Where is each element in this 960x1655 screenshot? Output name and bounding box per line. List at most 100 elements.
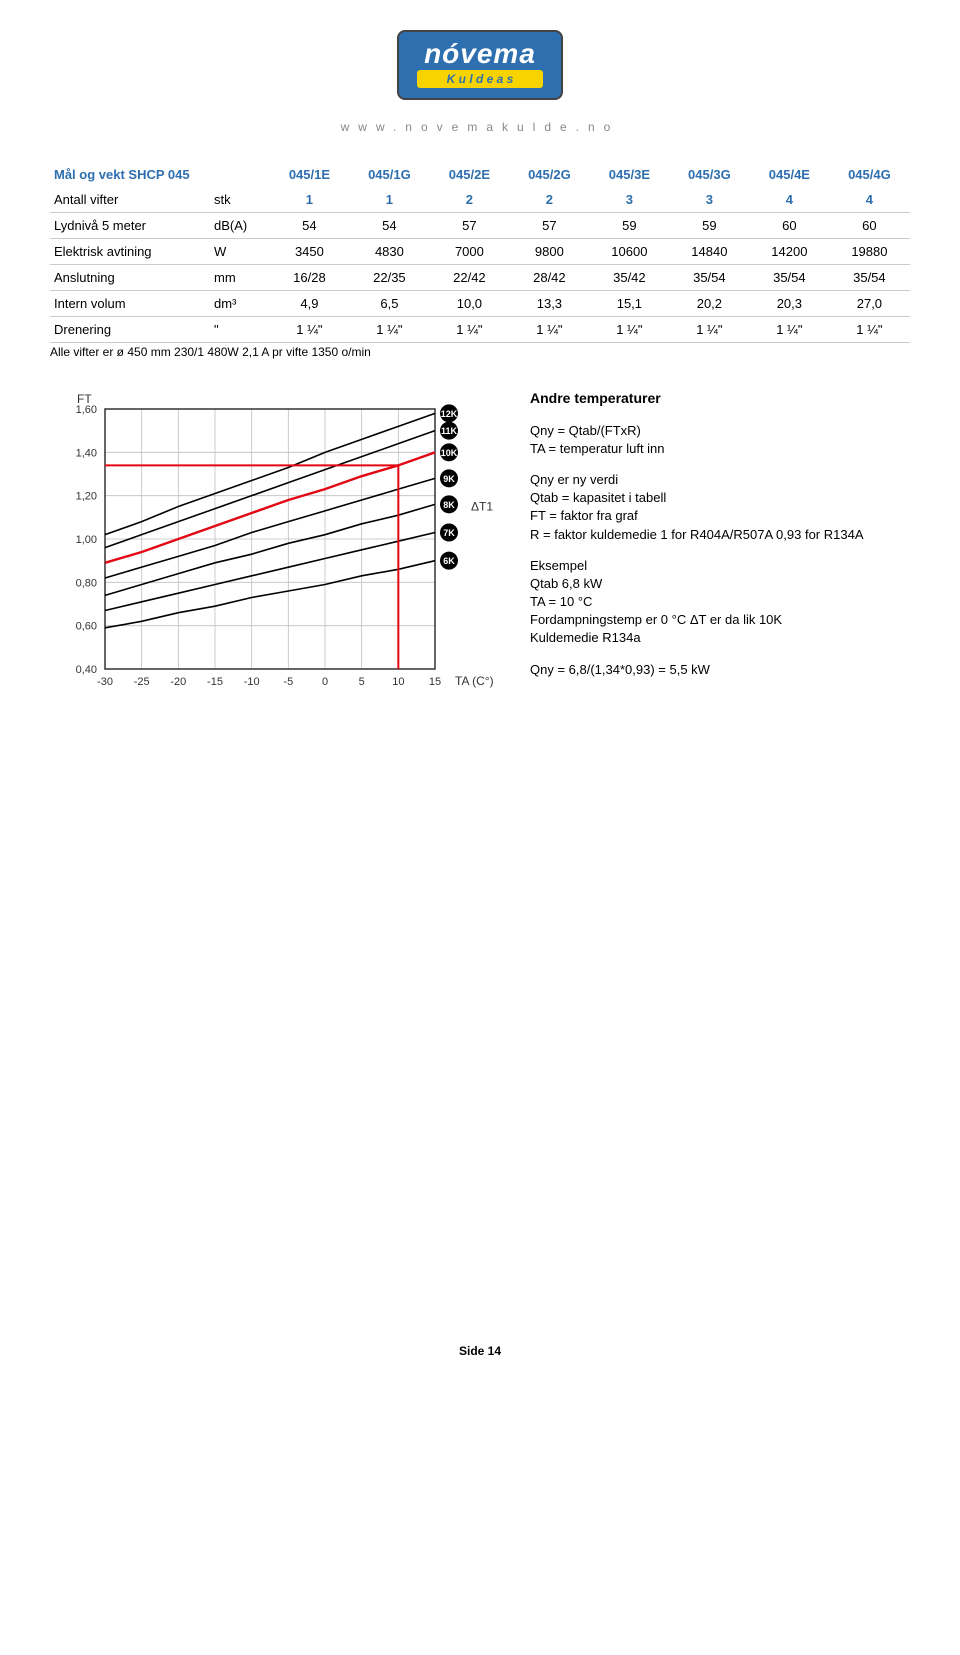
cell: 35/42: [590, 265, 669, 291]
cell: 13,3: [509, 291, 590, 317]
cell: 60: [750, 213, 829, 239]
cell: 20,3: [750, 291, 829, 317]
svg-text:6K: 6K: [443, 556, 455, 566]
cell: 35/54: [669, 265, 750, 291]
cell: 20,2: [669, 291, 750, 317]
cell: 9800: [509, 239, 590, 265]
cell: 2: [509, 187, 590, 213]
cell: 7000: [430, 239, 509, 265]
logo-subtext: K u l d e a s: [417, 70, 544, 88]
cell: 1 ¼": [669, 317, 750, 343]
cell: 35/54: [750, 265, 829, 291]
cell: 4: [829, 187, 910, 213]
cell: 1: [349, 187, 430, 213]
cell: 4: [750, 187, 829, 213]
row-label: Intern volum: [50, 291, 210, 317]
cell: 14840: [669, 239, 750, 265]
cell: 59: [590, 213, 669, 239]
cell: 14200: [750, 239, 829, 265]
cell: 1 ¼": [509, 317, 590, 343]
svg-text:TA (C°): TA (C°): [455, 674, 494, 688]
svg-text:1,40: 1,40: [76, 447, 97, 459]
col-header: 045/3G: [669, 162, 750, 187]
row-label: Lydnivå 5 meter: [50, 213, 210, 239]
svg-text:10K: 10K: [441, 448, 458, 458]
row-label: Drenering: [50, 317, 210, 343]
cell: 3: [669, 187, 750, 213]
cell: 57: [430, 213, 509, 239]
cell: 35/54: [829, 265, 910, 291]
svg-text:10: 10: [392, 676, 404, 688]
svg-text:5: 5: [359, 676, 365, 688]
svg-text:1,00: 1,00: [76, 534, 97, 546]
col-header: 045/2E: [430, 162, 509, 187]
cell: 27,0: [829, 291, 910, 317]
page-number: Side 14: [50, 1344, 910, 1358]
row-unit: mm: [210, 265, 270, 291]
table-footnote: Alle vifter er ø 450 mm 230/1 480W 2,1 A…: [50, 345, 910, 359]
svg-text:8K: 8K: [443, 500, 455, 510]
row-label: Anslutning: [50, 265, 210, 291]
row-unit: W: [210, 239, 270, 265]
cell: 22/35: [349, 265, 430, 291]
table-title: Mål og vekt SHCP 045: [50, 162, 270, 187]
col-header: 045/2G: [509, 162, 590, 187]
spec-table: Mål og vekt SHCP 045045/1E045/1G045/2E04…: [50, 162, 910, 343]
cell: 28/42: [509, 265, 590, 291]
text-heading: Andre temperaturer: [530, 389, 910, 409]
svg-text:0: 0: [322, 676, 328, 688]
cell: 6,5: [349, 291, 430, 317]
cell: 54: [270, 213, 349, 239]
logo: nóvema K u l d e a s: [50, 30, 910, 100]
ft-chart: -30-25-20-15-10-50510150,400,600,801,001…: [50, 389, 500, 699]
cell: 16/28: [270, 265, 349, 291]
svg-text:-30: -30: [97, 676, 113, 688]
svg-text:-20: -20: [170, 676, 186, 688]
row-unit: dB(A): [210, 213, 270, 239]
cell: 60: [829, 213, 910, 239]
col-header: 045/3E: [590, 162, 669, 187]
svg-text:FT: FT: [77, 392, 92, 406]
cell: 1 ¼": [349, 317, 430, 343]
svg-text:7K: 7K: [443, 528, 455, 538]
row-label: Antall vifter: [50, 187, 210, 213]
svg-text:-15: -15: [207, 676, 223, 688]
cell: 1 ¼": [270, 317, 349, 343]
svg-text:-5: -5: [283, 676, 293, 688]
cell: 1: [270, 187, 349, 213]
col-header: 045/4E: [750, 162, 829, 187]
svg-text:15: 15: [429, 676, 441, 688]
cell: 4830: [349, 239, 430, 265]
col-header: 045/1E: [270, 162, 349, 187]
col-header: 045/1G: [349, 162, 430, 187]
svg-text:1,20: 1,20: [76, 491, 97, 503]
logo-text: nóvema: [417, 38, 544, 70]
row-label: Elektrisk avtining: [50, 239, 210, 265]
cell: 4,9: [270, 291, 349, 317]
cell: 1 ¼": [590, 317, 669, 343]
cell: 57: [509, 213, 590, 239]
cell: 3: [590, 187, 669, 213]
cell: 22/42: [430, 265, 509, 291]
cell: 1 ¼": [430, 317, 509, 343]
col-header: 045/4G: [829, 162, 910, 187]
svg-text:0,60: 0,60: [76, 621, 97, 633]
cell: 59: [669, 213, 750, 239]
cell: 10600: [590, 239, 669, 265]
cell: 19880: [829, 239, 910, 265]
cell: 1 ¼": [829, 317, 910, 343]
svg-text:-25: -25: [134, 676, 150, 688]
row-unit: stk: [210, 187, 270, 213]
svg-text:9K: 9K: [443, 474, 455, 484]
cell: 15,1: [590, 291, 669, 317]
svg-text:0,40: 0,40: [76, 664, 97, 676]
cell: 3450: [270, 239, 349, 265]
svg-text:11K: 11K: [441, 426, 458, 436]
svg-text:12K: 12K: [441, 409, 458, 419]
row-unit: ": [210, 317, 270, 343]
svg-text:-10: -10: [244, 676, 260, 688]
url-text: www.novemakulde.no: [50, 120, 910, 134]
cell: 2: [430, 187, 509, 213]
svg-text:ΔT1: ΔT1: [471, 500, 493, 514]
cell: 54: [349, 213, 430, 239]
